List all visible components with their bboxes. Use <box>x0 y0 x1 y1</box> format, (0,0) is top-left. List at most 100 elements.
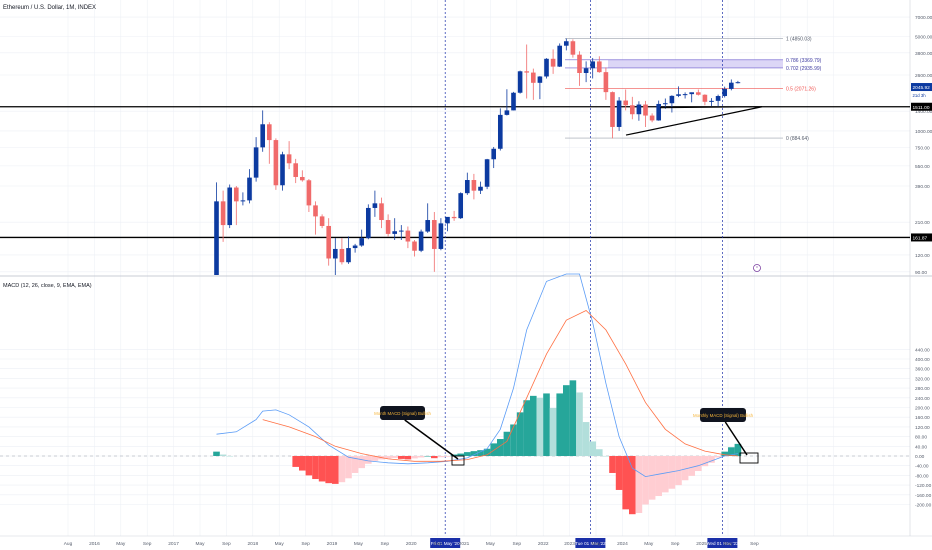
macd-histogram-bar <box>391 456 398 458</box>
time-tick-label: 2016 <box>89 541 100 547</box>
candle-body <box>412 241 417 251</box>
price-tick-label: 2600.00 <box>915 73 932 79</box>
time-tick-label: May <box>354 541 364 547</box>
macd-histogram-bar <box>734 443 742 456</box>
macd-histogram-bar <box>219 454 227 456</box>
macd-tick-label: -160.00 <box>915 493 932 499</box>
macd-tick-label: 40.00 <box>915 444 927 450</box>
macd-histogram-bar <box>358 456 365 469</box>
crossover-box-right <box>739 452 759 464</box>
candle-body <box>233 187 239 202</box>
time-tick-label: Sep <box>433 541 442 547</box>
macd-histogram-bar <box>714 456 722 458</box>
macd-tick-label: 80.00 <box>915 435 927 441</box>
crossover-box-left <box>451 455 465 466</box>
macd-histogram-bar <box>444 456 451 457</box>
macd-histogram-bar <box>549 407 557 456</box>
macd-histogram-bar <box>325 456 332 484</box>
macd-histogram-bar <box>556 393 563 456</box>
macd-histogram-bar <box>497 439 504 456</box>
macd-histogram-bar <box>398 456 405 459</box>
candle-body <box>676 94 681 96</box>
macd-histogram-bar <box>470 451 478 456</box>
macd-histogram-bar <box>299 456 306 471</box>
candle-body <box>286 154 292 164</box>
macd-histogram-bar <box>404 456 412 460</box>
candle-body <box>240 200 246 202</box>
macd-tick-label: 400.00 <box>915 357 930 363</box>
macd-histogram-bar <box>437 456 445 458</box>
macd-tick-label: 360.00 <box>915 367 930 373</box>
price-tick-label: 5000.00 <box>915 35 932 41</box>
time-tick-label: May <box>723 541 733 547</box>
candle-body <box>735 82 741 84</box>
macd-tick-label: -120.00 <box>915 483 932 489</box>
candle-body <box>398 230 404 232</box>
candle-body <box>365 207 371 239</box>
candle-body <box>656 103 662 121</box>
candle-body <box>339 248 345 263</box>
fib-label: 1 (4850.03) <box>786 37 812 43</box>
candle-body <box>722 88 728 97</box>
candle-body <box>253 147 259 178</box>
time-tick-label: May <box>116 541 126 547</box>
time-tick-label: 2020 <box>406 541 417 547</box>
candle-body <box>220 201 226 226</box>
candle-body <box>544 58 549 77</box>
candle-body <box>458 193 464 219</box>
macd-histogram-bar <box>615 456 623 490</box>
annotation-text: Monthly MACD (Signal) Bullish <box>693 413 754 418</box>
macd-tick-label: 160.00 <box>915 415 930 421</box>
annotation-box <box>380 406 425 420</box>
candle-body <box>596 61 602 73</box>
trendline-triangle[interactable] <box>625 106 763 136</box>
macd-histogram-bar <box>596 449 603 456</box>
price-tick-label: 1400.00 <box>915 109 932 115</box>
macd-histogram-bar <box>576 392 583 456</box>
current-price-sub: 21d 3h <box>913 93 927 98</box>
candle-body <box>379 203 384 221</box>
time-tick-label: May <box>486 541 496 547</box>
ascending-trendline <box>625 106 763 136</box>
macd-histogram-bar <box>622 456 629 510</box>
candle-body <box>497 114 503 149</box>
candle-body <box>431 220 437 249</box>
candle-body <box>214 201 219 275</box>
price-tick-label: 120.00 <box>915 253 930 259</box>
candle-body <box>451 216 457 219</box>
macd-histogram-bar <box>417 456 425 458</box>
annotation-pointer <box>404 419 459 460</box>
candle-body <box>405 230 411 242</box>
macd-histogram-bar <box>312 456 319 480</box>
fibonacci-retracement[interactable]: 1 (4850.03) 0.786 (3369.79) 0.702 (2935.99… <box>565 37 822 143</box>
time-tick-label: 2019 <box>327 541 338 547</box>
candle-body <box>484 159 490 187</box>
time-tick-label: 2021 <box>459 541 470 547</box>
macd-tick-label: 320.00 <box>915 376 930 382</box>
macd-histogram-bar <box>351 456 359 473</box>
candle-body <box>346 248 351 263</box>
macd-tick-label: 200.00 <box>915 406 930 412</box>
macd-histogram-bar <box>318 456 326 482</box>
macd-legend: MACD (12, 26, close, 9, EMA, EMA) <box>3 283 92 289</box>
candle-body <box>616 100 622 127</box>
candle-body <box>227 187 233 226</box>
macd-histogram-bar <box>728 447 735 456</box>
candle-body <box>425 220 431 232</box>
time-tick-label: Aug <box>64 541 73 547</box>
candle-body <box>563 41 569 46</box>
macd-histogram-bar <box>226 456 233 457</box>
date-marker-tag-bg <box>707 538 738 548</box>
candle-body <box>636 104 642 115</box>
candle-body <box>332 248 338 259</box>
annotation-box <box>700 408 746 422</box>
price-tick-label: 750.00 <box>915 146 930 152</box>
candle-body <box>504 110 510 115</box>
macd-tick-label: -80.00 <box>915 473 929 479</box>
macd-histogram-bar <box>345 456 352 479</box>
macd-histogram-bar <box>648 456 656 500</box>
candle-body <box>550 58 556 67</box>
candle-body <box>669 95 675 104</box>
time-tick-label: Sep <box>513 541 522 547</box>
